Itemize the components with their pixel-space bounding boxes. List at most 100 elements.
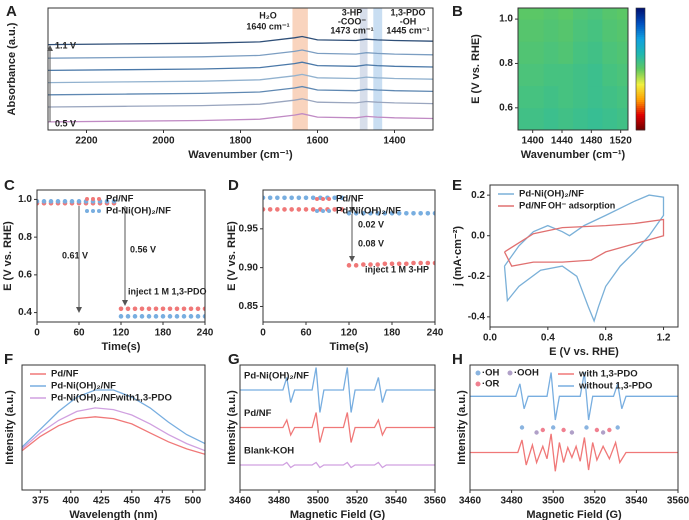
x-tick-label: 3460 bbox=[229, 496, 252, 507]
colorbar-step bbox=[636, 69, 645, 72]
heat-cell bbox=[543, 63, 559, 87]
data-point bbox=[181, 306, 187, 312]
x-tick-label: 1.2 bbox=[657, 333, 671, 344]
legend-swatch bbox=[85, 197, 89, 201]
legend-label: Pd/NF bbox=[106, 194, 134, 205]
series-line bbox=[22, 407, 205, 452]
heat-cell bbox=[617, 107, 628, 130]
x-tick-label: 60 bbox=[300, 328, 312, 339]
y-axis-label: E (V vs. RHE) bbox=[226, 221, 238, 291]
x-tick-label: 3500 bbox=[542, 496, 565, 507]
y-tick-label: 0.4 bbox=[18, 307, 32, 318]
highlight-band bbox=[359, 8, 368, 130]
colorbar-step bbox=[636, 26, 645, 29]
colorbar-step bbox=[636, 71, 645, 74]
series-line bbox=[240, 367, 435, 413]
heat-cell bbox=[587, 8, 603, 20]
data-point bbox=[174, 306, 180, 312]
plot-area bbox=[263, 195, 435, 268]
x-axis-label: Wavenumber (cm⁻¹) bbox=[521, 149, 626, 161]
heat-cell bbox=[558, 8, 574, 20]
marker-dot bbox=[540, 427, 545, 433]
colorbar-step bbox=[636, 117, 645, 121]
y-axis-label: Absorbance (a.u.) bbox=[6, 22, 18, 115]
heat-cell bbox=[529, 85, 545, 109]
colorbar-step bbox=[636, 22, 645, 25]
colorbar-step bbox=[636, 101, 645, 104]
legend-label: without 1,3-PDO bbox=[578, 381, 652, 392]
heat-cell bbox=[587, 63, 603, 87]
colorbar-step bbox=[636, 119, 645, 123]
x-tick-label: 240 bbox=[427, 328, 444, 339]
annotation: inject 1 M 1,3-PDO bbox=[128, 286, 207, 296]
data-point bbox=[48, 199, 54, 204]
data-point bbox=[160, 314, 166, 319]
data-point bbox=[361, 262, 366, 267]
colorbar-step bbox=[636, 81, 645, 84]
annotation: 0.02 V bbox=[358, 219, 384, 229]
colorbar-step bbox=[636, 66, 645, 70]
marker-dot bbox=[594, 427, 600, 433]
y-tick-label: 0.90 bbox=[239, 262, 259, 273]
x-tick-label: 3500 bbox=[307, 496, 330, 507]
series-line bbox=[48, 113, 433, 123]
y-tick-label: 0.6 bbox=[18, 269, 32, 280]
colorbar-step bbox=[636, 79, 645, 82]
y-tick-label: 1.0 bbox=[499, 14, 513, 25]
data-point bbox=[69, 199, 75, 204]
data-point bbox=[202, 306, 205, 312]
data-point bbox=[404, 210, 409, 216]
colorbar-step bbox=[636, 115, 645, 119]
x-tick-label: 0 bbox=[34, 328, 40, 339]
colorbar-step bbox=[636, 28, 645, 31]
data-point bbox=[303, 195, 309, 201]
heat-cell bbox=[518, 8, 530, 20]
data-point bbox=[396, 210, 402, 216]
x-tick-label: 3480 bbox=[500, 496, 523, 507]
colorbar-step bbox=[636, 121, 645, 125]
data-point bbox=[411, 260, 416, 266]
colorbar-step bbox=[636, 99, 645, 102]
colorbar-step bbox=[636, 44, 645, 48]
data-point bbox=[111, 199, 117, 204]
heat-cell bbox=[602, 63, 618, 87]
heat-cell bbox=[573, 107, 589, 130]
axes-frame bbox=[239, 364, 436, 491]
heat-cell bbox=[602, 19, 618, 42]
x-tick-label: 500 bbox=[184, 496, 201, 507]
y-tick-label: 0.8 bbox=[18, 232, 32, 243]
x-tick-label: 1400 bbox=[522, 136, 545, 147]
annotation: 1445 cm⁻¹ bbox=[386, 25, 429, 35]
heat-cell bbox=[558, 107, 574, 130]
heat-cell bbox=[602, 85, 618, 109]
marker-dot bbox=[534, 430, 539, 435]
panel-label: E bbox=[452, 177, 462, 194]
heat-cell bbox=[617, 41, 628, 64]
y-axis-label: Intensity (a.u.) bbox=[4, 390, 16, 465]
heat-cell bbox=[617, 85, 628, 109]
annotation: inject 1 M 3-HP bbox=[365, 264, 429, 274]
heat-cell bbox=[587, 107, 603, 130]
heat-cell bbox=[529, 63, 545, 87]
x-tick-label: 400 bbox=[62, 496, 79, 507]
data-point bbox=[153, 306, 159, 312]
colorbar-step bbox=[636, 83, 645, 86]
series-line bbox=[48, 61, 433, 72]
legend-swatch bbox=[97, 209, 101, 213]
legend-swatch bbox=[85, 209, 89, 213]
plot-area bbox=[22, 389, 205, 455]
marker-dot bbox=[615, 425, 620, 430]
data-point bbox=[339, 195, 345, 201]
y-axis-label: E (V vs. RHE) bbox=[2, 221, 14, 291]
colorbar-step bbox=[636, 40, 645, 43]
heat-cell bbox=[602, 8, 618, 20]
data-point bbox=[296, 195, 302, 201]
colorbar-step bbox=[636, 105, 645, 109]
heat-cell bbox=[617, 19, 628, 42]
data-point bbox=[282, 207, 287, 212]
x-tick-label: 120 bbox=[341, 328, 358, 339]
x-tick-label: 0 bbox=[260, 328, 266, 339]
x-axis-label: Time(s) bbox=[102, 341, 141, 353]
data-point bbox=[368, 262, 373, 267]
